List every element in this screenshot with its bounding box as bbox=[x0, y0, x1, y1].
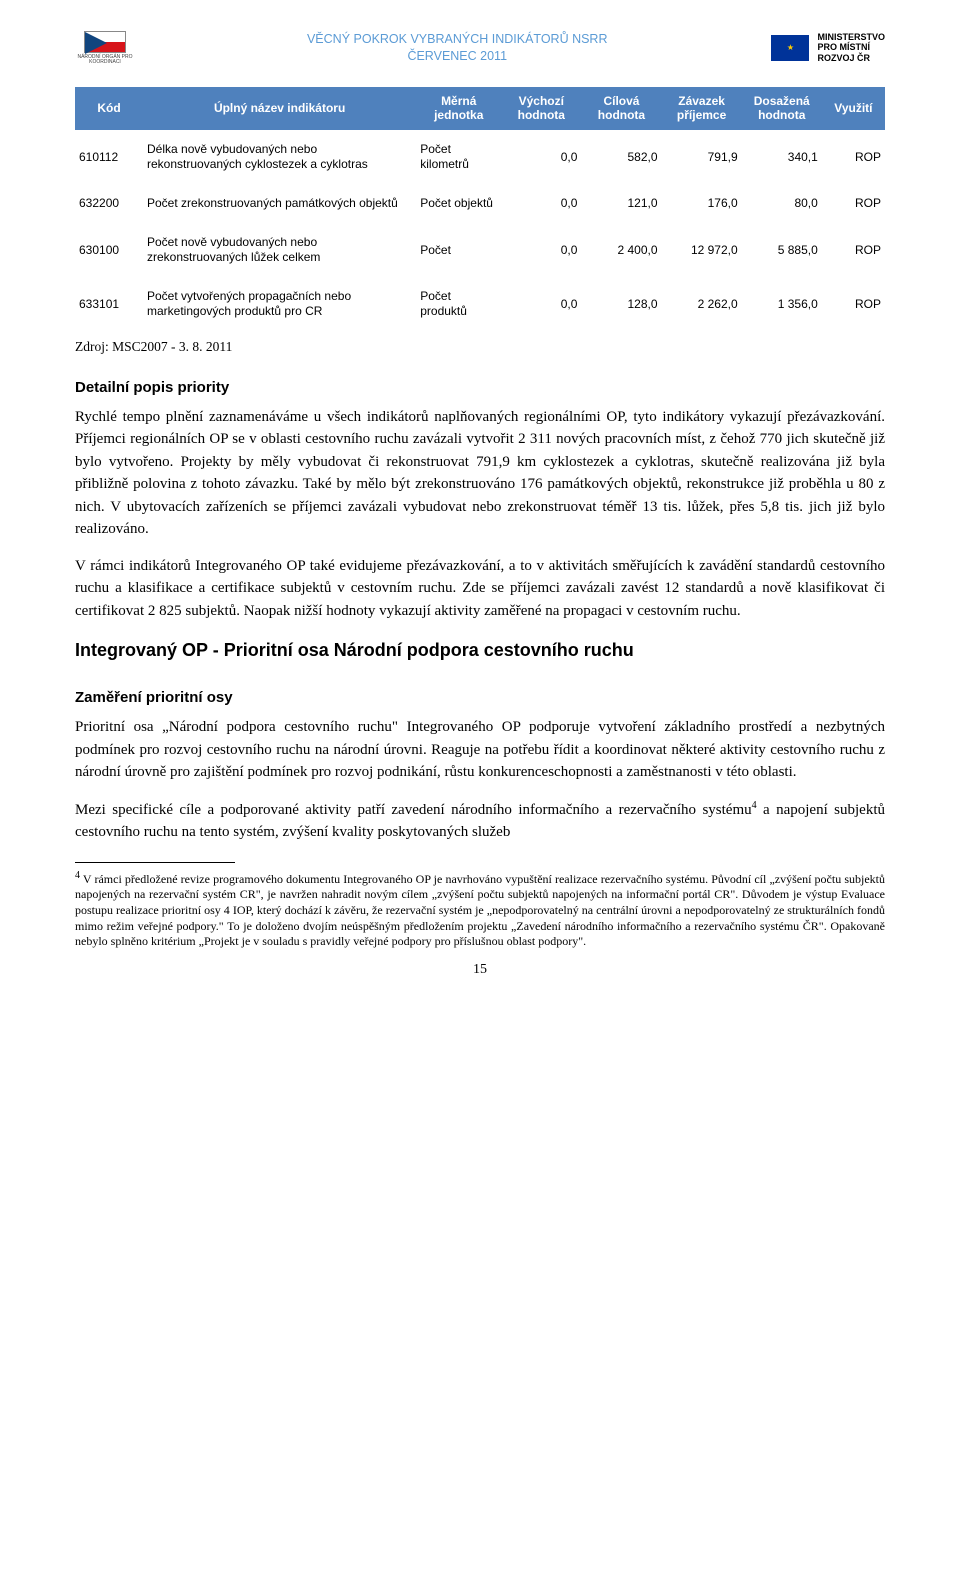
ministry-label: MINISTERSTVO PRO MÍSTNÍ ROZVOJ ČR bbox=[817, 32, 885, 63]
document-header: NÁRODNÍ ORGÁN PRO KOORDINACI VĚCNÝ POKRO… bbox=[75, 30, 885, 65]
detail-paragraph-2: V rámci indikátorů Integrovaného OP také… bbox=[75, 555, 885, 623]
header-left: NÁRODNÍ ORGÁN PRO KOORDINACI bbox=[75, 30, 143, 65]
logo-caption: NÁRODNÍ ORGÁN PRO KOORDINACI bbox=[75, 55, 135, 65]
focus-paragraph-1: Prioritní osa „Národní podpora cestovníh… bbox=[75, 716, 885, 784]
table-source: Zdroj: MSC2007 - 3. 8. 2011 bbox=[75, 339, 885, 355]
detail-paragraph-1: Rychlé tempo plnění zaznamenáváme u všec… bbox=[75, 406, 885, 541]
focus-paragraph-2: Mezi specifické cíle a podporované aktiv… bbox=[75, 798, 885, 844]
col-unit: Měrná jednotka bbox=[416, 87, 501, 130]
col-target: Cílová hodnota bbox=[581, 87, 661, 130]
focus-heading: Zaměření prioritní osy bbox=[75, 689, 885, 706]
header-title-line1: VĚCNÝ POKROK VYBRANÝCH INDIKÁTORŮ NSRR bbox=[143, 31, 771, 47]
table-row: 632200Počet zrekonstruovaných památkovýc… bbox=[75, 184, 885, 223]
table-header-row: Kód Úplný název indikátoru Měrná jednotk… bbox=[75, 87, 885, 130]
col-commitment: Závazek příjemce bbox=[662, 87, 742, 130]
detail-heading: Detailní popis priority bbox=[75, 379, 885, 396]
footnote-text: 4 V rámci předložené revize programového… bbox=[75, 869, 885, 950]
page-number: 15 bbox=[75, 962, 885, 978]
footnote-separator bbox=[75, 862, 235, 863]
col-usage: Využití bbox=[822, 87, 885, 130]
eu-flag-icon bbox=[771, 35, 809, 61]
col-start: Výchozí hodnota bbox=[501, 87, 581, 130]
table-row: 610112Délka nově vybudovaných nebo rekon… bbox=[75, 130, 885, 184]
table-row: 633101Počet vytvořených propagačních neb… bbox=[75, 277, 885, 331]
indicators-table: Kód Úplný název indikátoru Měrná jednotk… bbox=[75, 87, 885, 331]
national-coordination-logo: NÁRODNÍ ORGÁN PRO KOORDINACI bbox=[75, 30, 135, 65]
table-row: 630100Počet nově vybudovaných nebo zreko… bbox=[75, 223, 885, 277]
header-title: VĚCNÝ POKROK VYBRANÝCH INDIKÁTORŮ NSRR Č… bbox=[143, 31, 771, 64]
col-code: Kód bbox=[75, 87, 143, 130]
header-title-line2: ČERVENEC 2011 bbox=[143, 48, 771, 64]
col-achieved: Dosažená hodnota bbox=[742, 87, 822, 130]
col-name: Úplný název indikátoru bbox=[143, 87, 416, 130]
header-right: MINISTERSTVO PRO MÍSTNÍ ROZVOJ ČR bbox=[771, 32, 885, 63]
main-heading: Integrovaný OP - Prioritní osa Národní p… bbox=[75, 640, 885, 661]
